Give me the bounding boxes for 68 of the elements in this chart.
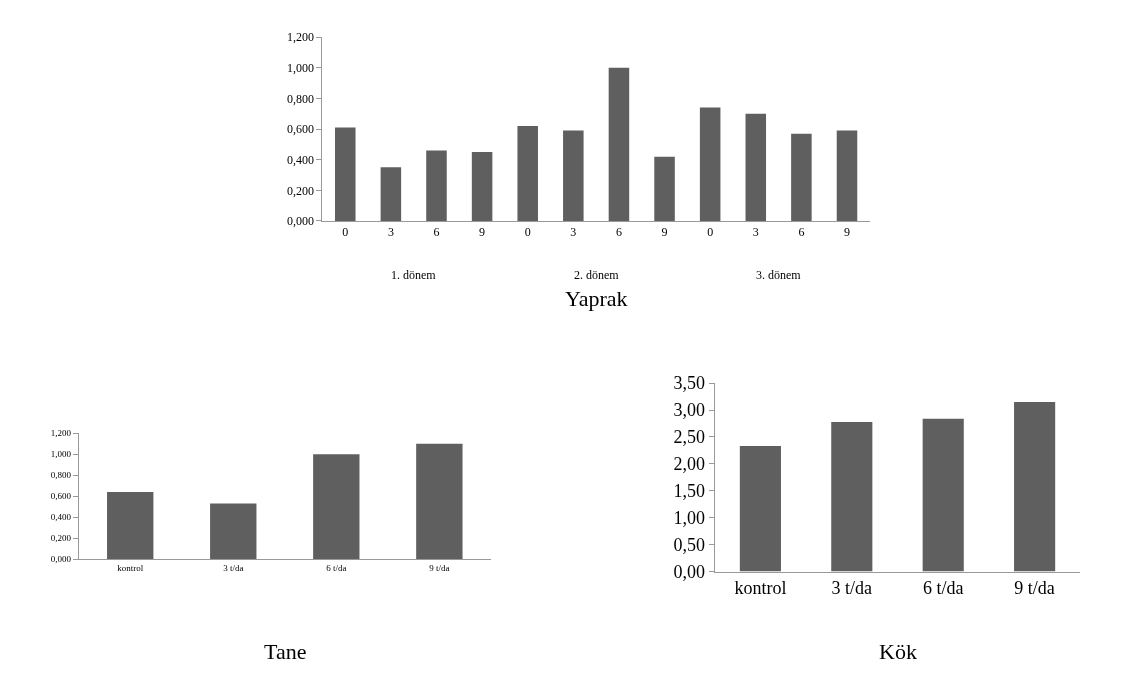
- y-tick-label: 0,000: [287, 214, 315, 229]
- x-tick-label: 6 t/da: [922, 578, 964, 599]
- x-tick-label: 6: [798, 225, 805, 240]
- bar: [699, 107, 721, 221]
- y-tick-label: 0,400: [287, 152, 315, 167]
- y-tick-label: 0,800: [50, 470, 72, 481]
- y-tick-label: 0,400: [50, 512, 72, 523]
- y-tick-label: 2,00: [673, 454, 706, 475]
- bar: [335, 127, 356, 221]
- y-tick-label: 0,50: [673, 534, 706, 555]
- x-tick-label: 9: [479, 225, 486, 240]
- bar: [922, 418, 964, 572]
- bar: [745, 113, 767, 221]
- bar: [210, 503, 257, 560]
- x-tick-label: 3 t/da: [223, 562, 244, 573]
- text: Tane: [264, 639, 307, 664]
- x-tick-label: 9 t/da: [1014, 578, 1055, 599]
- x-tick-label: 3 t/da: [831, 578, 873, 599]
- x-tick-label: 9 t/da: [429, 562, 450, 573]
- x-tick-label: 3: [570, 225, 577, 240]
- x-tick-label: 9: [661, 225, 668, 240]
- bar: [416, 443, 463, 560]
- y-tick-label: 1,000: [50, 449, 72, 460]
- bar: [791, 133, 812, 221]
- y-tick-label: 0,200: [287, 183, 315, 198]
- bar: [739, 446, 781, 572]
- x-tick-label: kontrol: [117, 562, 144, 573]
- bar: [831, 421, 873, 572]
- y-tick-label: 2,50: [673, 427, 706, 448]
- y-tick-label: 0,000: [50, 554, 72, 565]
- text: Kök: [879, 639, 917, 664]
- x-tick-label: 0: [524, 225, 531, 240]
- bar: [563, 130, 584, 221]
- text: 2. dönem: [574, 268, 620, 282]
- x-tick-label: 0: [342, 225, 349, 240]
- x-tick-label: 3: [387, 225, 394, 240]
- text: 1. dönem: [391, 268, 437, 282]
- y-tick-label: 0,600: [287, 122, 315, 137]
- x-tick-label: kontrol: [734, 578, 787, 599]
- y-tick-label: 0,600: [50, 491, 72, 502]
- y-tick-label: 1,50: [673, 481, 706, 502]
- bar: [380, 167, 402, 221]
- text: Yaprak: [565, 286, 628, 311]
- bar: [313, 454, 360, 560]
- bar: [1014, 401, 1056, 572]
- y-tick-label: 0,200: [50, 533, 72, 544]
- y-tick-label: 3,00: [673, 400, 706, 421]
- x-tick-label: 6: [615, 225, 622, 240]
- bar: [517, 126, 538, 221]
- bar: [608, 67, 630, 221]
- text: 3. dönem: [756, 268, 802, 282]
- y-tick-label: 1,200: [50, 428, 72, 439]
- x-tick-label: 6: [433, 225, 440, 240]
- bar: [107, 491, 154, 560]
- bar: [836, 130, 858, 221]
- x-tick-label: 9: [844, 225, 851, 240]
- x-tick-label: 0: [707, 225, 714, 240]
- y-tick-label: 3,50: [673, 373, 706, 394]
- x-tick-label: 6 t/da: [326, 562, 347, 573]
- y-tick-label: 1,000: [287, 60, 315, 75]
- y-tick-label: 0,800: [287, 91, 315, 106]
- bar: [426, 150, 447, 221]
- y-tick-label: 0,00: [673, 561, 706, 582]
- bar: [654, 156, 675, 221]
- y-tick-label: 1,200: [287, 30, 315, 45]
- y-tick-label: 1,00: [673, 508, 706, 529]
- x-tick-label: 3: [752, 225, 759, 240]
- bar: [471, 152, 493, 221]
